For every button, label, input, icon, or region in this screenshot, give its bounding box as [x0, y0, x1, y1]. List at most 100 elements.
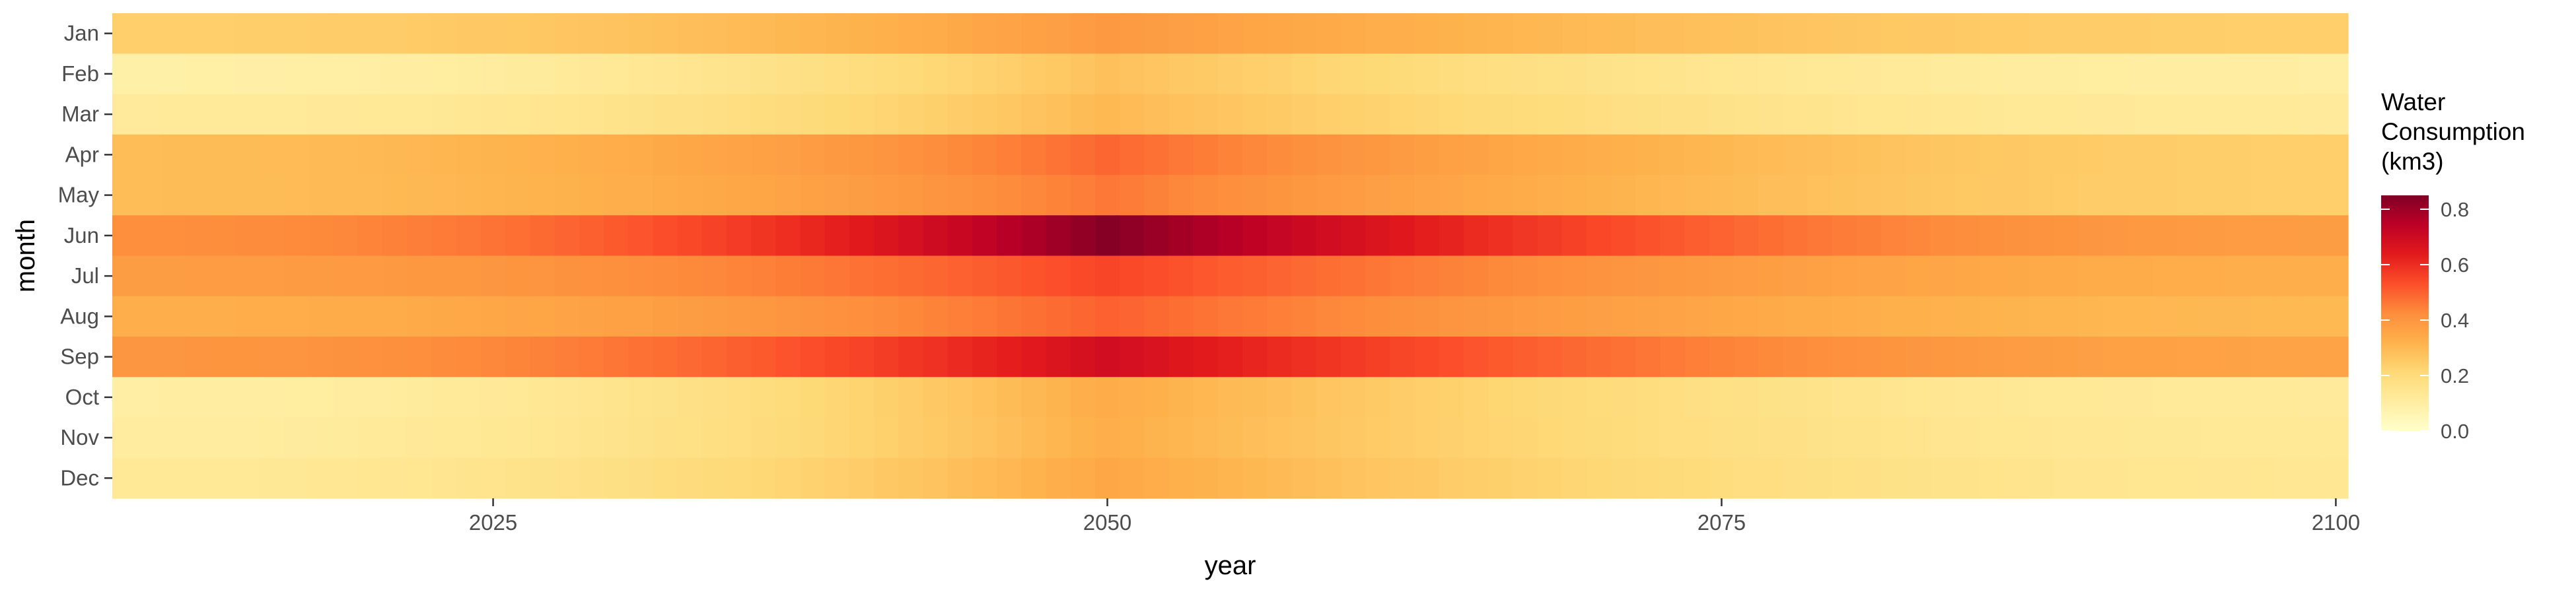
heatmap-cell — [2176, 53, 2201, 95]
heatmap-cell — [1316, 457, 1342, 499]
heatmap-cell — [260, 296, 285, 337]
heatmap-cell — [1611, 134, 1636, 176]
heatmap-cell — [2176, 215, 2201, 257]
heatmap-cell — [775, 53, 801, 95]
heatmap-cell — [2102, 377, 2128, 418]
heatmap-cell — [849, 417, 875, 459]
heatmap-cell — [579, 13, 604, 54]
heatmap-cell — [1120, 53, 1145, 95]
heatmap-cell — [407, 13, 433, 54]
heatmap-cell — [824, 13, 850, 54]
heatmap-cell — [112, 457, 137, 499]
heatmap-cell — [1906, 94, 1931, 135]
heatmap-cell — [1783, 377, 1808, 418]
heatmap-cell — [2323, 377, 2349, 418]
heatmap-cell — [751, 175, 776, 216]
heatmap-cell — [210, 255, 236, 297]
heatmap-cell — [1168, 53, 1194, 95]
heatmap-cell — [1414, 175, 1440, 216]
heatmap-cell — [2250, 417, 2275, 459]
heatmap-cell — [112, 53, 137, 95]
heatmap-cell — [1193, 175, 1219, 216]
heatmap-cell — [112, 134, 137, 176]
heatmap-cell — [161, 94, 187, 135]
heatmap-cell — [1684, 296, 1710, 337]
heatmap-cell — [1488, 13, 1513, 54]
heatmap-cell — [603, 337, 629, 378]
heatmap-cell — [1980, 337, 2005, 378]
heatmap-cell — [1340, 255, 1366, 297]
heatmap-cell — [1660, 457, 1686, 499]
heatmap-cell — [1635, 53, 1661, 95]
heatmap-cell — [1881, 255, 1907, 297]
heatmap-cell — [554, 134, 580, 176]
heatmap-cell — [603, 255, 629, 297]
heatmap-cell — [1242, 175, 1268, 216]
heatmap-cell — [1168, 134, 1194, 176]
heatmap-cell — [1193, 417, 1219, 459]
heatmap-cell — [1217, 215, 1243, 257]
heatmap-cell — [824, 94, 850, 135]
heatmap-cell — [824, 255, 850, 297]
heatmap-cell — [2274, 134, 2300, 176]
heatmap-cell — [1734, 255, 1759, 297]
heatmap-cell — [800, 94, 826, 135]
heatmap-cell — [407, 377, 433, 418]
heatmap-cell — [1537, 53, 1563, 95]
heatmap-cell — [2299, 337, 2324, 378]
heatmap-cell — [653, 53, 678, 95]
heatmap-cell — [1807, 296, 1833, 337]
heatmap-cell — [2200, 53, 2226, 95]
heatmap-cell — [1144, 377, 1170, 418]
heatmap-cell — [1561, 457, 1587, 499]
heatmap-cell — [1881, 94, 1907, 135]
heatmap-cell — [1046, 457, 1071, 499]
heatmap-cell — [947, 377, 973, 418]
heatmap-cell — [2176, 377, 2201, 418]
heatmap-cell — [530, 53, 555, 95]
heatmap-cell — [947, 215, 973, 257]
legend-title-line-1: Water — [2381, 88, 2445, 116]
heatmap-cell — [1120, 337, 1145, 378]
heatmap-cell — [1857, 53, 1882, 95]
heatmap-cell — [1709, 296, 1735, 337]
heatmap-cell — [1390, 457, 1415, 499]
heatmap-cell — [1242, 337, 1268, 378]
heatmap-cell — [112, 94, 137, 135]
heatmap-cell — [1537, 134, 1563, 176]
heatmap-cell — [1046, 134, 1071, 176]
heatmap-cell — [2274, 215, 2300, 257]
heatmap-cell — [137, 53, 162, 95]
heatmap-cell — [824, 337, 850, 378]
heatmap-cell — [1783, 175, 1808, 216]
heatmap-cell — [137, 255, 162, 297]
heatmap-cell — [284, 337, 310, 378]
heatmap-cell — [849, 296, 875, 337]
heatmap-cell — [2225, 337, 2250, 378]
heatmap-cell — [628, 53, 653, 95]
heatmap-cell — [1734, 457, 1759, 499]
heatmap-cell — [1906, 417, 1931, 459]
heatmap-cell — [1168, 296, 1194, 337]
heatmap-cell — [480, 457, 506, 499]
heatmap-cell — [2053, 377, 2079, 418]
heatmap-cell — [1586, 255, 1612, 297]
heatmap-cell — [1954, 53, 1980, 95]
heatmap-cell — [2323, 337, 2349, 378]
heatmap-cell — [775, 175, 801, 216]
heatmap-cell — [677, 94, 703, 135]
heatmap-cell — [1217, 255, 1243, 297]
heatmap-cell — [824, 53, 850, 95]
heatmap-cell — [186, 337, 211, 378]
heatmap-cell — [2004, 53, 2030, 95]
heatmap-cell — [112, 377, 137, 418]
heatmap-cell — [137, 175, 162, 216]
heatmap-cell — [1709, 377, 1735, 418]
heatmap-cell — [161, 296, 187, 337]
heatmap-cell — [1980, 417, 2005, 459]
heatmap-cell — [1242, 94, 1268, 135]
heatmap-cell — [456, 296, 482, 337]
heatmap-cell — [1094, 13, 1120, 54]
heatmap-cell — [554, 94, 580, 135]
heatmap-cell — [333, 417, 359, 459]
